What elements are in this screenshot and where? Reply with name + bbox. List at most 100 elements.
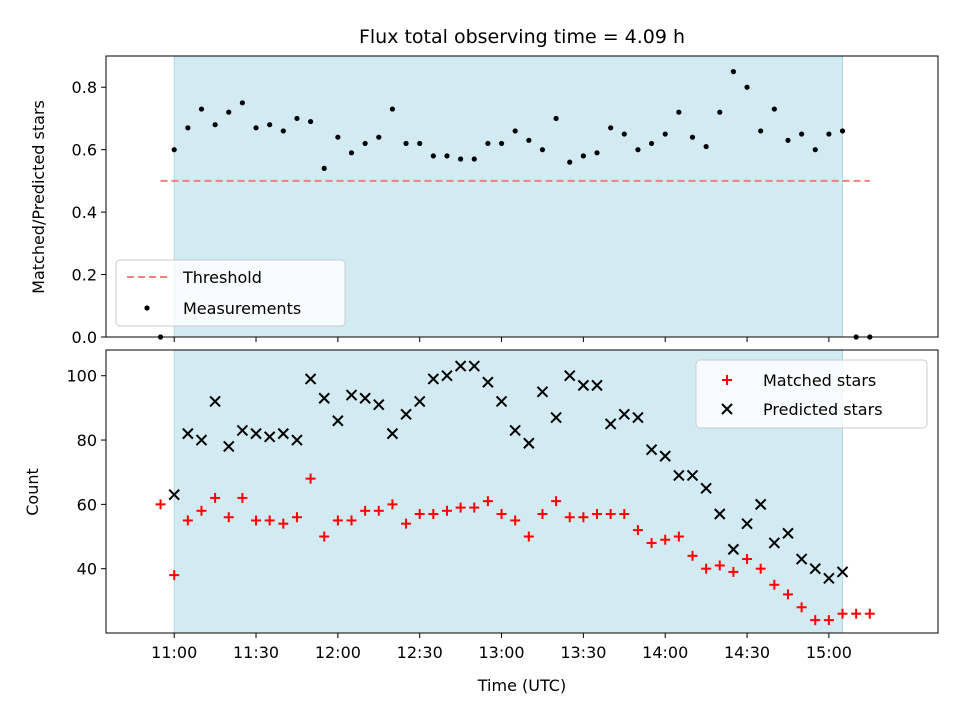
top-y-tick-label: 0.4	[72, 203, 97, 222]
measurement-point	[348, 150, 355, 156]
matched-star-point	[619, 509, 630, 520]
top-y-tick-label: 0.8	[72, 78, 97, 97]
matched-star-point	[223, 512, 234, 523]
predicted-star-point	[209, 395, 221, 408]
matched-star-point	[523, 531, 534, 542]
predicted-star-point	[345, 389, 358, 401]
predicted-star-point	[809, 562, 821, 575]
matched-star-point	[414, 509, 425, 520]
predicted-star-point	[782, 527, 794, 540]
measurement-point	[212, 122, 218, 128]
measurement-point	[648, 140, 655, 147]
predicted-star-point	[468, 360, 480, 372]
predicted-star-point	[277, 427, 290, 440]
bottom-y-axis: 40 60 80 100	[66, 367, 106, 579]
predicted-star-point	[195, 434, 208, 446]
measurement-point	[608, 125, 614, 131]
x-tick-label: 12:30	[397, 643, 443, 662]
measurement-point	[839, 128, 846, 134]
predicted-star-point	[182, 427, 194, 440]
predicted-star-point	[359, 392, 371, 404]
matched-star-point	[319, 531, 330, 542]
matched-star-point	[346, 515, 357, 526]
measurement-point	[730, 69, 737, 75]
measurement-point	[662, 131, 668, 137]
measurement-point	[389, 106, 396, 112]
measurement-point	[539, 147, 546, 153]
top-legend: Threshold Measurements	[115, 259, 346, 327]
matched-star-point	[632, 525, 643, 536]
chart-title: Flux total observing time = 4.09 h	[359, 26, 685, 48]
x-tick-label: 15:00	[806, 643, 852, 662]
matched-star-point	[551, 496, 562, 507]
measurement-point	[321, 165, 327, 171]
predicted-stars-series	[168, 360, 849, 585]
bottom-plot-frame	[105, 349, 939, 634]
matched-star-point	[482, 496, 493, 507]
bottom-legend: Matched stars Predicted stars	[695, 359, 928, 429]
matched-star-point	[469, 502, 480, 513]
matched-star-point	[373, 505, 384, 516]
predicted-star-point	[823, 572, 835, 585]
measurement-point	[226, 109, 232, 115]
measurement-point	[717, 109, 723, 115]
bottom-y-tick-label: 100	[66, 367, 97, 386]
predicted-star-point	[618, 408, 631, 421]
x-tick-label: 11:30	[233, 643, 279, 662]
bottom-legend-box	[695, 359, 928, 429]
bottom-y-tick-label: 60	[77, 495, 97, 514]
measurement-point	[621, 131, 627, 137]
measurement-point	[635, 147, 641, 153]
legend-measurements-swatch	[144, 305, 150, 311]
predicted-star-point	[304, 373, 317, 385]
matched-star-point	[441, 505, 452, 516]
predicted-star-point	[386, 427, 399, 440]
predicted-star-point	[741, 517, 753, 530]
measurement-point	[430, 153, 436, 159]
matched-star-point	[660, 534, 671, 545]
matched-star-point	[769, 579, 780, 590]
matched-stars-series	[155, 473, 875, 626]
measurement-point	[253, 125, 259, 131]
matched-star-point	[360, 505, 371, 516]
matched-star-point	[714, 560, 725, 571]
measurement-point	[171, 147, 177, 153]
measurement-point	[198, 106, 205, 112]
bottom-y-tick-label: 80	[77, 431, 97, 450]
predicted-star-point	[223, 440, 235, 453]
matched-star-point	[701, 563, 712, 574]
predicted-star-point	[413, 395, 426, 408]
matched-star-point	[592, 509, 603, 520]
predicted-star-point	[727, 543, 740, 556]
measurement-point	[703, 143, 709, 150]
x-tick-label: 13:00	[478, 643, 524, 662]
matched-star-point	[251, 515, 262, 526]
measurement-point	[458, 156, 464, 162]
predicted-star-point	[454, 360, 467, 372]
x-tick-label: 11:00	[151, 643, 197, 662]
predicted-star-point	[318, 392, 330, 404]
top-y-axis-label: Matched/Predicted stars	[29, 100, 48, 294]
predicted-star-point	[263, 431, 276, 443]
measurement-point	[785, 137, 791, 143]
legend-predicted-label: Predicted stars	[763, 400, 883, 419]
top-legend-box	[115, 259, 346, 327]
x-tick-label: 13:30	[560, 643, 606, 662]
matched-star-point	[278, 518, 289, 529]
predicted-star-point	[564, 370, 576, 382]
predicted-star-point	[373, 398, 385, 411]
predicted-star-point	[482, 376, 494, 388]
matched-star-point	[796, 602, 807, 613]
matched-star-point	[782, 589, 793, 600]
matched-star-point	[673, 531, 684, 542]
measurement-point	[826, 131, 832, 137]
predicted-star-point	[250, 427, 262, 440]
matched-star-point	[264, 515, 275, 526]
predicted-star-point	[577, 379, 590, 392]
x-tick-label: 12:00	[315, 643, 361, 662]
predicted-star-point	[509, 424, 521, 437]
matched-star-point	[291, 512, 302, 523]
matched-star-point	[428, 509, 439, 520]
matched-star-point	[305, 473, 316, 484]
measurement-point	[567, 159, 573, 165]
